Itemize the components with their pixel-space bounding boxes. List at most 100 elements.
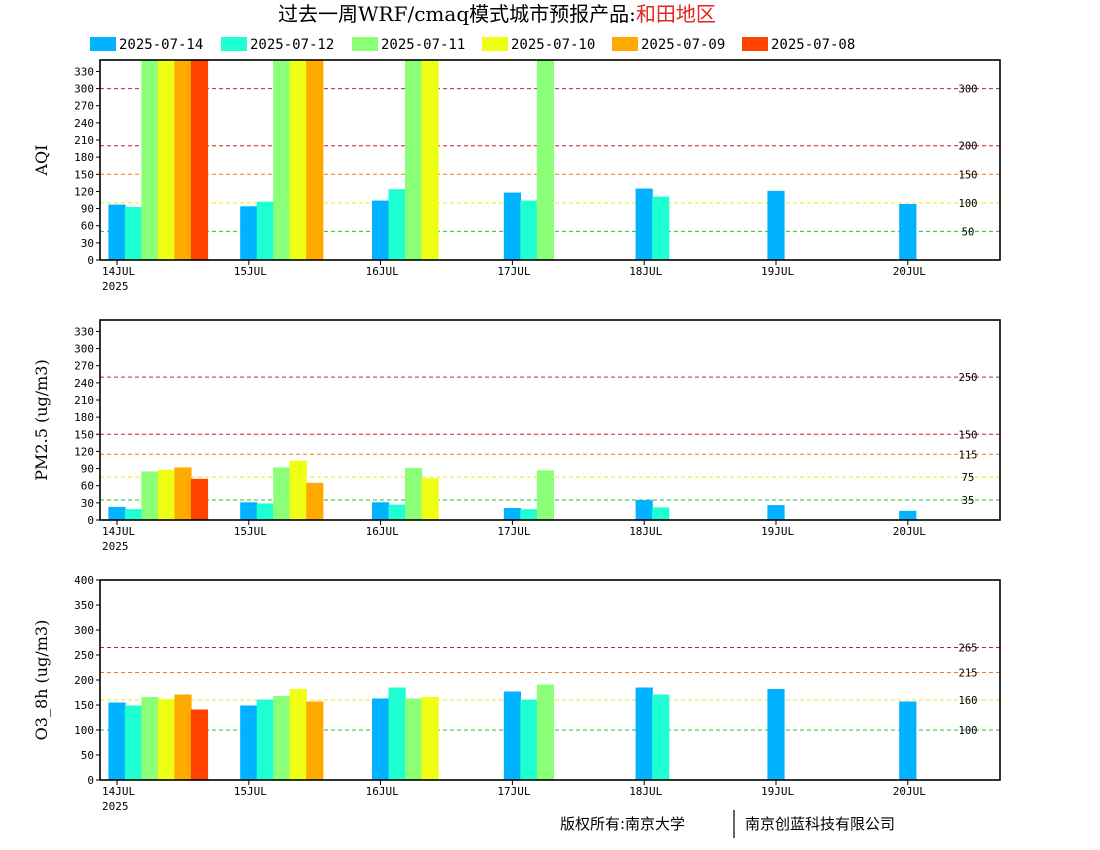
- legend-swatch: [90, 37, 116, 51]
- x-tick-label-20JUL: 20JUL: [893, 525, 926, 538]
- bar-2025-07-11-14JUL: [141, 697, 159, 780]
- bar-2025-07-14-18JUL: [635, 687, 653, 780]
- y-tick-label: 240: [74, 377, 94, 390]
- bar-2025-07-12-15JUL: [256, 699, 274, 780]
- y-tick-label: 30: [81, 497, 94, 510]
- y-tick-label: 400: [74, 574, 94, 587]
- reference-label: 115: [959, 449, 978, 461]
- bar-2025-07-14-20JUL: [899, 701, 917, 780]
- legend-label: 2025-07-11: [381, 37, 465, 53]
- copyright-left: 版权所有:南京大学: [560, 815, 685, 833]
- x-tick-label-14JUL: 14JUL: [102, 525, 135, 538]
- bar-2025-07-14-14JUL: [108, 702, 126, 780]
- bar-2025-07-12-15JUL: [256, 503, 274, 520]
- chart-panel-o3-8h-ug-m3: 265 215 160 100 0 50 100 150 200 250 300 350 400 14JU…: [32, 574, 1001, 813]
- bar-2025-07-12-18JUL: [652, 507, 670, 520]
- bar-2025-07-11-14JUL: [141, 60, 159, 260]
- bar-2025-07-09-14JUL: [174, 467, 192, 520]
- charts-area: 3002001501005003060901201501802102402703…: [32, 59, 1001, 813]
- y-tick-label: 150: [74, 699, 94, 712]
- x-tick-label-17JUL: 17JUL: [497, 265, 530, 278]
- bar-2025-07-11-16JUL: [405, 698, 423, 780]
- y-tick-label: 330: [74, 325, 94, 338]
- y-axis-label: AQI: [32, 145, 51, 177]
- x-tick-label-16JUL: 16JUL: [366, 525, 399, 538]
- bar-2025-07-12-17JUL: [520, 699, 538, 780]
- bar-2025-07-14-17JUL: [503, 192, 521, 260]
- y-tick-label: 30: [81, 237, 94, 250]
- y-tick-label: 120: [74, 445, 94, 458]
- y-tick-label: 180: [74, 411, 94, 424]
- y-tick-label: 150: [74, 168, 94, 181]
- legend-swatch: [482, 37, 508, 51]
- bar-2025-07-10-14JUL: [157, 699, 176, 780]
- x-tick-label-16JUL: 16JUL: [366, 785, 399, 798]
- y-axis-label: O3_8h (ug/m3): [32, 620, 51, 741]
- legend-item-2025-07-12: 2025-07-12: [221, 37, 334, 53]
- y-tick-label: 330: [74, 65, 94, 78]
- footer: 版权所有:南京大学 南京创蓝科技有限公司: [560, 810, 895, 838]
- bar-2025-07-12-16JUL: [388, 504, 406, 520]
- bar-2025-07-11-17JUL: [536, 60, 554, 260]
- x-tick-label-18JUL: 18JUL: [629, 525, 662, 538]
- bar-2025-07-10-16JUL: [421, 478, 439, 520]
- bar-2025-07-09-15JUL: [306, 60, 324, 260]
- reference-label: 35: [962, 495, 975, 507]
- bar-2025-07-12-18JUL: [652, 694, 670, 780]
- reference-label: 265: [959, 643, 978, 655]
- reference-label: 75: [962, 472, 975, 484]
- x-tick-label-17JUL: 17JUL: [497, 525, 530, 538]
- title-region: 和田地区: [636, 2, 716, 26]
- bar-2025-07-12-17JUL: [520, 200, 538, 260]
- bar-2025-07-12-16JUL: [388, 189, 406, 260]
- bar-2025-07-11-15JUL: [273, 696, 291, 780]
- x-tick-label-20JUL: 20JUL: [893, 785, 926, 798]
- y-tick-label: 90: [81, 203, 94, 216]
- bar-2025-07-10-15JUL: [289, 60, 307, 260]
- bar-2025-07-14-16JUL: [372, 698, 390, 780]
- bar-2025-07-14-20JUL: [899, 204, 917, 260]
- bar-2025-07-14-15JUL: [240, 502, 258, 520]
- bar-2025-07-10-16JUL: [421, 697, 439, 780]
- legend-item-2025-07-11: 2025-07-11: [352, 37, 465, 53]
- legend-label: 2025-07-14: [119, 37, 203, 53]
- y-tick-label: 270: [74, 360, 94, 373]
- bar-2025-07-12-16JUL: [388, 687, 406, 780]
- bar-2025-07-12-14JUL: [124, 509, 143, 520]
- bar-2025-07-14-17JUL: [503, 508, 521, 520]
- x-tick-label-17JUL: 17JUL: [497, 785, 530, 798]
- legend-label: 2025-07-09: [641, 37, 725, 53]
- chart-panel-aqi: 300 200 150 100 50 0 30 60 90 120 150 180 210 240 270 3…: [32, 59, 1001, 293]
- x-year-label: 2025: [102, 540, 129, 553]
- bar-2025-07-14-16JUL: [372, 502, 390, 520]
- reference-label: 150: [959, 429, 978, 441]
- y-tick-label: 0: [87, 514, 94, 527]
- bar-2025-07-11-15JUL: [273, 467, 291, 520]
- y-tick-label: 210: [74, 134, 94, 147]
- bar-2025-07-14-15JUL: [240, 705, 258, 780]
- y-tick-label: 210: [74, 394, 94, 407]
- bar-2025-07-14-14JUL: [108, 506, 126, 520]
- bar-2025-07-14-14JUL: [108, 204, 126, 260]
- copyright-right: 南京创蓝科技有限公司: [745, 815, 895, 833]
- reference-label: 50: [962, 226, 975, 238]
- bar-2025-07-10-14JUL: [157, 60, 176, 260]
- plot-frame: [99, 319, 1001, 521]
- x-tick-label-19JUL: 19JUL: [761, 525, 794, 538]
- bar-2025-07-14-19JUL: [767, 505, 785, 520]
- x-tick-label-20JUL: 20JUL: [893, 265, 926, 278]
- bar-2025-07-14-15JUL: [240, 206, 258, 260]
- y-tick-label: 50: [81, 749, 94, 762]
- legend-item-2025-07-14: 2025-07-14: [90, 37, 203, 53]
- bar-2025-07-14-20JUL: [899, 510, 917, 520]
- x-tick-label-19JUL: 19JUL: [761, 785, 794, 798]
- bar-2025-07-12-18JUL: [652, 196, 670, 260]
- x-tick-label-15JUL: 15JUL: [234, 525, 267, 538]
- legend-swatch: [612, 37, 638, 51]
- y-tick-label: 300: [74, 343, 94, 356]
- chart-panel-pm2-5-ug-m3: 250 150 115 75 35 0 30 60 90 120 150 180 210 240 270 30…: [32, 319, 1001, 553]
- bar-2025-07-08-14JUL: [190, 478, 209, 520]
- reference-label: 250: [959, 372, 978, 384]
- legend-swatch: [352, 37, 378, 51]
- bar-2025-07-12-14JUL: [124, 705, 143, 780]
